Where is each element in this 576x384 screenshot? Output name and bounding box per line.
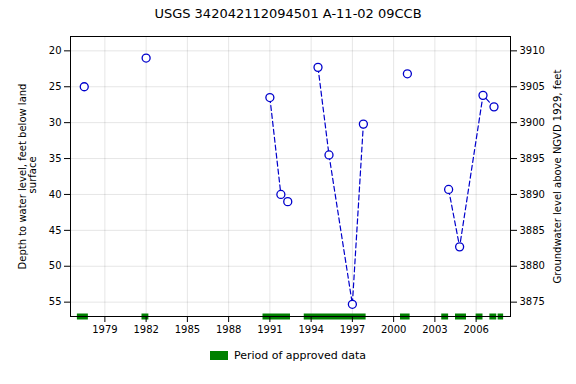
svg-text:2006: 2006: [463, 324, 488, 335]
svg-text:3895: 3895: [520, 153, 545, 164]
svg-text:1979: 1979: [92, 324, 117, 335]
svg-text:2003: 2003: [422, 324, 447, 335]
svg-text:40: 40: [49, 189, 62, 200]
svg-text:1988: 1988: [216, 324, 241, 335]
html-text:USGS 342042112094501 A-11-02 0: USGS 342042112094501 A-11-02 09CCB: [154, 6, 422, 21]
svg-text:1997: 1997: [340, 324, 365, 335]
svg-text:2000: 2000: [381, 324, 406, 335]
svg-text:1991: 1991: [257, 324, 282, 335]
svg-text:55: 55: [49, 296, 62, 307]
svg-text:20: 20: [49, 45, 62, 56]
svg-text:Groundwater level above NGVD 1: Groundwater level above NGVD 1929, feet: [552, 70, 563, 284]
html-text:Period of approved data: Period of approved data: [233, 348, 367, 362]
svg-text:3890: 3890: [520, 189, 545, 200]
svg-text:3885: 3885: [520, 225, 545, 236]
svg-text:3900: 3900: [520, 117, 545, 128]
svg-text:3880: 3880: [520, 260, 545, 271]
svg-text:25: 25: [49, 81, 62, 92]
svg-text:1982: 1982: [133, 324, 158, 335]
svg-text:1985: 1985: [175, 324, 200, 335]
svg-text:35: 35: [49, 153, 62, 164]
svg-text:50: 50: [49, 260, 62, 271]
svg-text:3910: 3910: [520, 45, 545, 56]
svg-text:1994: 1994: [298, 324, 323, 335]
svg-text:3905: 3905: [520, 81, 545, 92]
svg-text:45: 45: [49, 225, 62, 236]
svg-text:Depth to water level, feet bel: Depth to water level, feet below land su…: [17, 84, 38, 270]
svg-text:30: 30: [49, 117, 62, 128]
svg-text:3875: 3875: [520, 296, 545, 307]
